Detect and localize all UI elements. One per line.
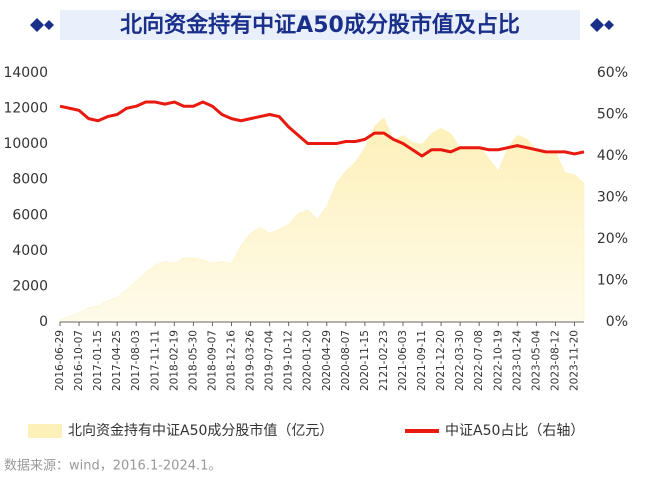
x-tick-label: 2121-02-23 xyxy=(378,330,390,391)
x-tick-label: 2019-03-26 xyxy=(245,330,257,391)
x-tick-label: 2018-02-19 xyxy=(168,330,180,391)
x-tick-label: 2017-04-25 xyxy=(111,330,123,391)
legend-label: 中证A50占比（右轴） xyxy=(445,423,584,439)
legend-swatch xyxy=(28,424,62,438)
y2-tick-label: 20% xyxy=(597,231,628,247)
y-tick-label: 10000 xyxy=(3,136,48,152)
x-tick-label: 2017-11-11 xyxy=(149,330,161,391)
y2-tick-label: 10% xyxy=(597,273,628,289)
title-background xyxy=(60,10,580,40)
x-tick-label: 2023-05-04 xyxy=(530,330,542,391)
y2-tick-label: 0% xyxy=(606,314,628,330)
x-tick-label: 2023-11-20 xyxy=(568,330,580,391)
chart-title: 北向资金持有中证A50成分股市值及占比 xyxy=(120,12,520,38)
x-tick-label: 2018-12-16 xyxy=(225,330,237,391)
y2-tick-label: 50% xyxy=(597,107,628,123)
line xyxy=(59,100,585,158)
x-tick-label: 2016-10-07 xyxy=(73,330,85,391)
x-tick-label: 2017-08-03 xyxy=(130,330,142,391)
x-tick-label: 2021-06-03 xyxy=(397,330,409,391)
x-tick-label: 2019-07-04 xyxy=(264,330,276,391)
x-tick-label: 2022-03-30 xyxy=(454,330,466,391)
x-tick-label: 2018-05-30 xyxy=(187,330,199,391)
x-tick-label: 2018-09-07 xyxy=(206,330,218,391)
y2-tick-label: 60% xyxy=(597,65,628,81)
title-icon xyxy=(590,18,614,32)
x-tick-label: 2021-09-11 xyxy=(416,330,428,391)
legend-label: 北向资金持有中证A50成分股市值（亿元） xyxy=(68,422,333,439)
y-tick-label: 2000 xyxy=(12,278,48,294)
y-tick-label: 14000 xyxy=(3,65,48,81)
y-tick-label: 6000 xyxy=(12,207,48,223)
y2-tick-label: 40% xyxy=(597,148,628,164)
x-tick-label: 2019-10-12 xyxy=(283,330,295,391)
x-tick-label: 2016-06-29 xyxy=(54,330,66,391)
title-icon xyxy=(30,18,54,32)
area xyxy=(59,117,585,323)
x-tick-label: 2020-04-29 xyxy=(321,330,333,391)
x-tick-label: 2020-08-07 xyxy=(340,330,352,391)
x-tick-label: 2021-12-20 xyxy=(435,330,447,391)
x-tick-label: 2023-01-24 xyxy=(511,330,523,391)
y2-tick-label: 30% xyxy=(597,190,628,206)
x-tick-label: 2020-01-20 xyxy=(302,330,314,391)
y-tick-label: 12000 xyxy=(3,101,48,117)
x-tick-label: 2023-08-12 xyxy=(549,330,561,391)
y-tick-label: 4000 xyxy=(12,243,48,259)
x-tick-label: 2022-07-08 xyxy=(473,330,485,391)
x-tick-label: 2020-11-15 xyxy=(359,330,371,391)
y-tick-label: 0 xyxy=(39,314,48,330)
y-tick-label: 8000 xyxy=(12,172,48,188)
x-tick-label: 2022-10-19 xyxy=(492,330,504,391)
source-note: 数据来源：wind，2016.1-2024.1。 xyxy=(4,459,221,474)
x-tick-label: 2017-01-15 xyxy=(92,330,104,391)
